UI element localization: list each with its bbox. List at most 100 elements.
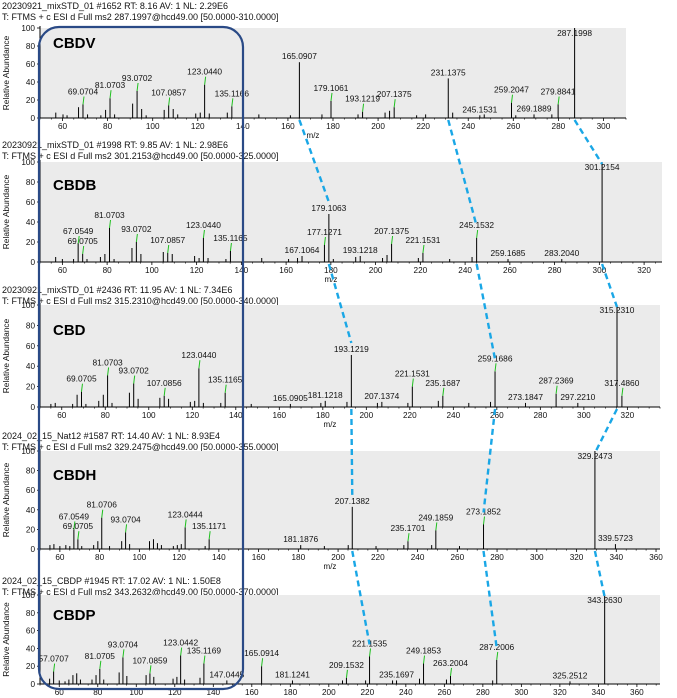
- peak-label-leader: [99, 660, 102, 669]
- peak-label-leader: [77, 235, 80, 245]
- y-tick-label: 40: [26, 506, 36, 515]
- peak-label-leader: [362, 103, 365, 112]
- peak-label-leader: [202, 229, 205, 239]
- peak-label: 107.0856: [147, 378, 182, 388]
- fragment-connector-line: [351, 550, 371, 645]
- fragment-connector-line: [350, 408, 354, 495]
- fragment-connector-line: [573, 119, 604, 165]
- x-tick-label: 300: [577, 411, 591, 420]
- peak-label-leader: [476, 229, 479, 239]
- peak-label-leader: [411, 378, 414, 387]
- peak-label-leader: [77, 531, 80, 540]
- x-tick-label: 100: [142, 411, 156, 420]
- y-tick-label: 40: [26, 362, 36, 371]
- peak-label: 93.0702: [121, 224, 152, 234]
- x-tick-label: 280: [534, 411, 548, 420]
- y-tick-label: 20: [26, 238, 36, 247]
- y-tick-label: 60: [26, 627, 36, 636]
- peak-label: 93.0704: [110, 514, 141, 524]
- peak-label: 57.0707: [38, 654, 69, 664]
- y-tick-label: 100: [21, 24, 35, 33]
- peak-label: 123.0444: [168, 509, 203, 519]
- fragment-connector-line: [447, 119, 478, 227]
- peak-label: 249.1859: [418, 512, 453, 522]
- x-tick-label: 300: [593, 266, 607, 275]
- peak-label: 81.0703: [94, 210, 125, 220]
- peak-label: 69.0705: [68, 236, 99, 246]
- fragment-connectors: [298, 119, 619, 649]
- x-tick-label: 360: [649, 553, 663, 562]
- fragment-connector-line: [593, 550, 606, 598]
- peak-label: 135.1165: [213, 233, 248, 243]
- peak-label-leader: [494, 363, 497, 372]
- x-tick-label: 80: [101, 411, 111, 420]
- peak-label: 207.1374: [364, 391, 399, 401]
- peak-label: 249.1853: [406, 646, 441, 656]
- peak-label-leader: [407, 533, 410, 542]
- x-axis-label: m/z: [324, 562, 337, 571]
- peak-label: 69.0705: [63, 521, 94, 531]
- peak-label: 179.1061: [314, 83, 349, 93]
- y-axis-label: Relative Abundance: [1, 602, 11, 677]
- peak-label: 207.1375: [374, 226, 409, 236]
- peak-label-leader: [345, 669, 348, 678]
- peak-label: 69.0704: [68, 87, 99, 97]
- peak-label: 181.1876: [283, 534, 318, 544]
- y-tick-label: 20: [26, 96, 36, 105]
- scan-header-line-2: T: FTMS + c ESI d Full ms2 301.2153@hcd4…: [2, 151, 279, 161]
- spectrum-panel-cbdb: 20230921_mixSTD_01 #1998 RT: 9.85 AV: 1 …: [1, 140, 662, 284]
- x-tick-label: 220: [414, 266, 428, 275]
- peak-label: 123.0440: [187, 67, 222, 77]
- y-tick-label: 60: [26, 198, 36, 207]
- peak-label-leader: [125, 524, 128, 533]
- x-tick-label: 240: [458, 266, 472, 275]
- x-axis-label: m/z: [324, 420, 337, 429]
- x-tick-label: 220: [371, 553, 385, 562]
- peak-label: 259.2047: [494, 85, 529, 95]
- peak-label: 93.0702: [122, 73, 153, 83]
- x-tick-label: 180: [324, 266, 338, 275]
- y-tick-label: 60: [26, 342, 36, 351]
- y-tick-label: 80: [26, 467, 36, 476]
- peak-label-leader: [122, 649, 125, 658]
- x-tick-label: 60: [58, 122, 68, 131]
- x-tick-label: 240: [446, 411, 460, 420]
- x-tick-label: 360: [630, 688, 644, 697]
- peak-label: 69.0705: [66, 374, 97, 384]
- peak-label-leader: [167, 244, 170, 254]
- plot-area: [40, 595, 660, 684]
- peak-label-leader: [203, 655, 206, 664]
- x-tick-label: 80: [93, 688, 103, 697]
- peak-label: 177.1271: [307, 227, 342, 237]
- peak-label-leader: [101, 509, 104, 518]
- peak-label-leader: [168, 97, 171, 106]
- peak-label-leader: [511, 94, 514, 103]
- scan-header-line-2: T: FTMS + c ESI d Full ms2 287.1997@hcd4…: [2, 12, 279, 22]
- peak-label: 81.0703: [92, 357, 123, 367]
- peak-label-leader: [621, 387, 624, 396]
- fragment-connector-line: [482, 408, 497, 513]
- peak-label-leader: [198, 360, 201, 369]
- peak-label-leader: [391, 235, 394, 245]
- plot-area: [40, 28, 626, 118]
- peak-label: 135.1169: [187, 646, 222, 656]
- peak-label: 273.1847: [508, 392, 543, 402]
- peak-label: 287.2369: [539, 376, 574, 386]
- y-tick-label: 60: [26, 60, 36, 69]
- x-tick-label: 200: [359, 411, 373, 420]
- compound-name: CBDP: [53, 607, 96, 624]
- peak-label: 123.0440: [186, 220, 221, 230]
- peak-label-leader: [180, 647, 183, 656]
- peak-label: 221.1531: [405, 235, 440, 245]
- peak-label-leader: [483, 516, 486, 525]
- peak-label-leader: [450, 667, 453, 677]
- peak-label-leader: [423, 655, 426, 664]
- y-tick-label: 60: [26, 486, 36, 495]
- peak-label: 123.0442: [163, 638, 198, 648]
- low-mass-highlight-box: [37, 25, 245, 691]
- x-tick-label: 300: [597, 122, 611, 131]
- x-tick-label: 320: [637, 266, 651, 275]
- x-tick-label: 200: [369, 266, 383, 275]
- x-tick-label: 160: [245, 688, 259, 697]
- peak-label: 287.2006: [479, 642, 514, 652]
